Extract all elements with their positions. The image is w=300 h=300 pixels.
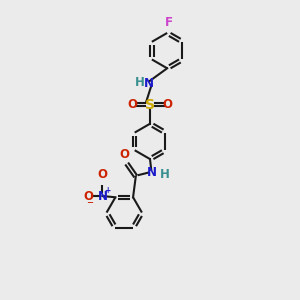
Text: O: O [119, 148, 129, 161]
Text: N: N [98, 190, 107, 202]
Text: +: + [104, 186, 110, 195]
Text: N: N [147, 166, 157, 179]
Text: H: H [135, 76, 145, 88]
Text: −: − [86, 198, 93, 207]
Text: O: O [127, 98, 137, 111]
Text: O: O [163, 98, 173, 111]
Text: H: H [160, 168, 170, 181]
Text: O: O [98, 168, 107, 181]
Text: N: N [144, 77, 154, 90]
Text: O: O [83, 190, 93, 202]
Text: F: F [164, 16, 172, 28]
Text: S: S [145, 98, 155, 112]
